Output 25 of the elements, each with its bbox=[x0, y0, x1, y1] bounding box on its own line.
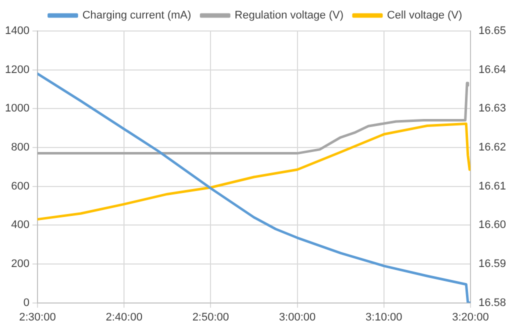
y-tick-label: 200 bbox=[11, 258, 30, 270]
y2-tick-label: 16.62 bbox=[478, 142, 506, 154]
legend-label: Cell voltage (V) bbox=[386, 10, 462, 22]
x-tick-label: 3:00:00 bbox=[278, 311, 316, 324]
y2-tick-label: 16.58 bbox=[478, 296, 506, 309]
x-tick-label: 3:10:00 bbox=[366, 311, 402, 324]
x-tick-label: 2:30:00 bbox=[19, 311, 56, 324]
y2-tick-label: 16.64 bbox=[478, 64, 506, 76]
x-tick-label: 2:50:00 bbox=[192, 311, 230, 324]
y2-tick-label: 16.61 bbox=[478, 180, 506, 192]
y-tick-label: 0 bbox=[23, 296, 30, 309]
x-tick-label: 3:20:00 bbox=[452, 311, 489, 324]
y2-tick-label: 16.65 bbox=[478, 25, 506, 38]
legend-label: Regulation voltage (V) bbox=[234, 10, 344, 22]
y2-tick-label: 16.59 bbox=[478, 258, 506, 270]
y-tick-label: 1000 bbox=[4, 102, 30, 115]
y2-tick-label: 16.63 bbox=[478, 102, 506, 115]
legend-label: Charging current (mA) bbox=[82, 10, 192, 22]
y-tick-label: 800 bbox=[11, 142, 30, 154]
y-tick-label: 400 bbox=[11, 219, 30, 232]
x-tick-label: 2:40:00 bbox=[106, 311, 142, 324]
y-tick-label: 1400 bbox=[4, 25, 30, 38]
y-tick-label: 600 bbox=[11, 180, 30, 192]
y2-tick-label: 16.60 bbox=[478, 219, 506, 232]
y-tick-label: 1200 bbox=[4, 64, 30, 76]
